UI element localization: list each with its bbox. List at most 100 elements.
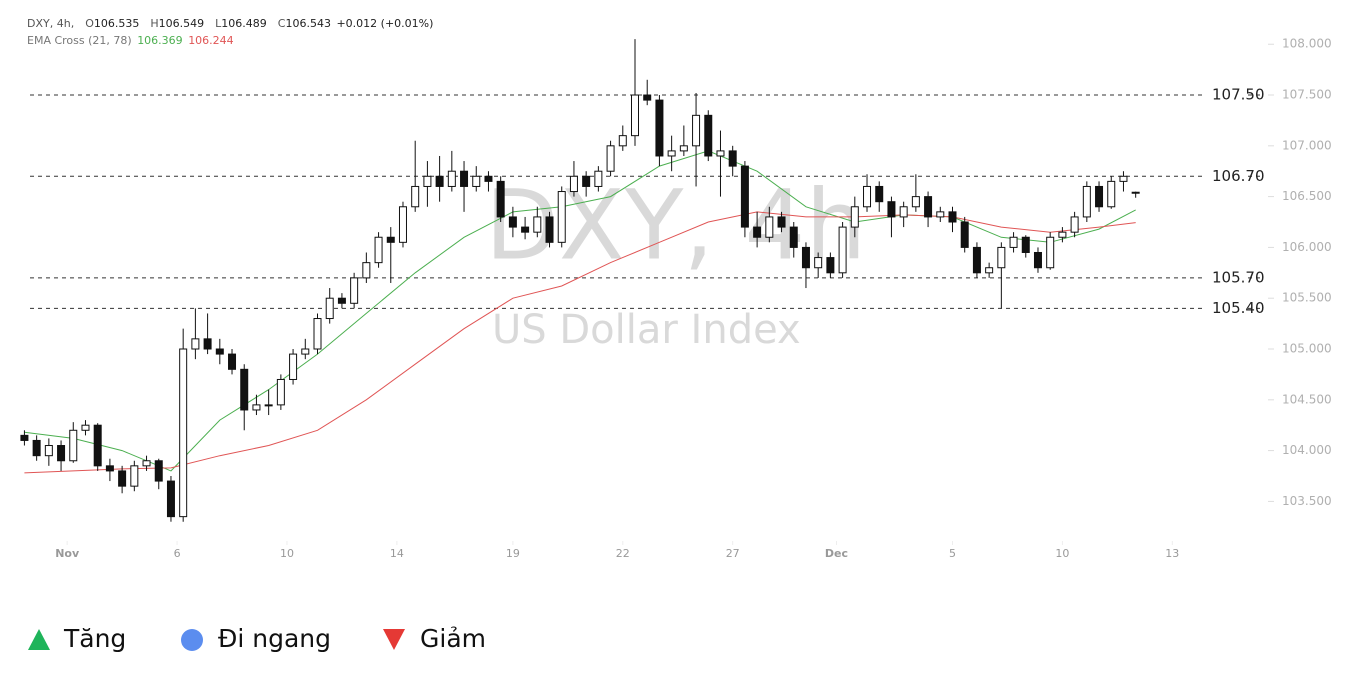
candle-body <box>728 150 737 167</box>
candle-body <box>850 206 859 228</box>
candle-body <box>301 348 310 355</box>
candle-body <box>924 196 933 218</box>
candle-body <box>643 94 652 101</box>
candle-body <box>508 216 517 228</box>
x-tick-label: 10 <box>1055 547 1069 560</box>
ohlc-value: 106.543 <box>285 17 331 30</box>
candle-body <box>411 185 420 208</box>
symbol: DXY, 4h, <box>27 17 74 30</box>
candle-body <box>142 460 151 467</box>
candle-body <box>20 434 29 441</box>
y-tick-label: 108.000 <box>1282 37 1332 51</box>
candle-body <box>1070 216 1079 233</box>
candle-body <box>130 465 139 487</box>
candle-body <box>362 262 371 279</box>
ohlc-value: 106.549 <box>159 17 205 30</box>
candle-body <box>863 185 872 208</box>
change: +0.012 (+0.01%) <box>336 17 433 30</box>
level-label: 106.70 <box>1212 167 1265 185</box>
candle-body <box>240 368 249 411</box>
candle-body <box>1009 236 1018 248</box>
candle-body <box>472 175 481 187</box>
candle-body <box>105 465 114 472</box>
ohlc-key: C <box>267 17 286 30</box>
candle-body <box>667 150 676 157</box>
candle-body <box>203 338 212 350</box>
legend-label: Đi ngang <box>218 624 331 653</box>
candle-body <box>289 353 298 380</box>
candle-body <box>191 338 200 350</box>
ema-line <box>24 150 1136 472</box>
candle-body <box>801 246 810 269</box>
candle-body <box>118 470 127 487</box>
x-tick-label: 13 <box>1165 547 1179 560</box>
x-tick-label: Dec <box>825 547 848 560</box>
watermark-subtitle: US Dollar Index <box>492 307 801 353</box>
candle-body <box>325 297 334 320</box>
ohlc-key: L <box>204 17 222 30</box>
y-tick-label: 105.500 <box>1282 291 1332 305</box>
legend-icon-up <box>28 629 50 650</box>
candle-body <box>569 175 578 193</box>
candle-body <box>81 424 90 431</box>
candle-body <box>606 145 615 172</box>
candle-body <box>887 201 896 218</box>
candle-body <box>484 175 493 182</box>
candle-body <box>32 439 41 457</box>
ohlc-value: 106.489 <box>221 17 267 30</box>
candle-body <box>1033 251 1042 269</box>
candle-body <box>57 445 66 462</box>
candle-body <box>337 297 346 304</box>
candle-body <box>252 404 261 411</box>
candle-body <box>899 206 908 218</box>
candle-body <box>765 216 774 238</box>
y-tick-label: 104.500 <box>1282 392 1332 406</box>
candle-body <box>997 246 1006 269</box>
legend: Tăng Đi ngang Giảm <box>28 624 486 653</box>
candle-body <box>93 424 102 467</box>
candle-body <box>350 277 359 304</box>
candle-body <box>557 191 566 243</box>
candle-body <box>704 114 713 157</box>
candle-body <box>1046 236 1055 269</box>
candle-body <box>154 460 163 482</box>
x-tick-label: 10 <box>280 547 294 560</box>
legend-icon-down <box>383 629 405 650</box>
candle-body <box>460 170 469 187</box>
ohlc-key: O <box>74 17 94 30</box>
candle-body <box>1107 180 1116 208</box>
candle-body <box>960 221 969 248</box>
candle-body <box>423 175 432 187</box>
candle-body <box>1095 185 1104 208</box>
y-tick-label: 107.000 <box>1282 138 1332 152</box>
legend-label: Giảm <box>420 624 486 653</box>
candle-body <box>618 135 627 147</box>
candle-body <box>679 145 688 152</box>
candle-body <box>838 226 847 274</box>
candle-body <box>166 480 175 518</box>
candle-body <box>911 196 920 208</box>
candle-body <box>228 353 237 370</box>
y-tick-label: 106.000 <box>1282 240 1332 254</box>
x-tick-label: 22 <box>616 547 630 560</box>
y-tick-label: 107.500 <box>1282 88 1332 102</box>
indicator-header: EMA Cross (21, 78) 106.369 106.244 <box>27 34 234 47</box>
candle-body <box>1058 231 1067 238</box>
ema-line <box>24 211 1136 474</box>
x-tick-label: 6 <box>174 547 181 560</box>
candle-body <box>1119 175 1128 182</box>
x-tick-label: 14 <box>390 547 404 560</box>
candle-body <box>789 226 798 248</box>
candle-body <box>740 165 749 228</box>
indicator-value: 106.369 <box>137 34 183 47</box>
candle-body <box>179 348 188 518</box>
candle-body <box>533 216 542 233</box>
candle-body <box>1021 236 1030 253</box>
level-label: 107.50 <box>1212 86 1265 104</box>
candle-body <box>386 236 395 243</box>
indicator: EMA Cross (21, 78) <box>27 34 132 47</box>
header: DXY, 4h, O106.535 H106.549 L106.489 C106… <box>27 17 433 30</box>
legend-icon-flat <box>181 629 203 651</box>
candle-body <box>215 348 224 355</box>
